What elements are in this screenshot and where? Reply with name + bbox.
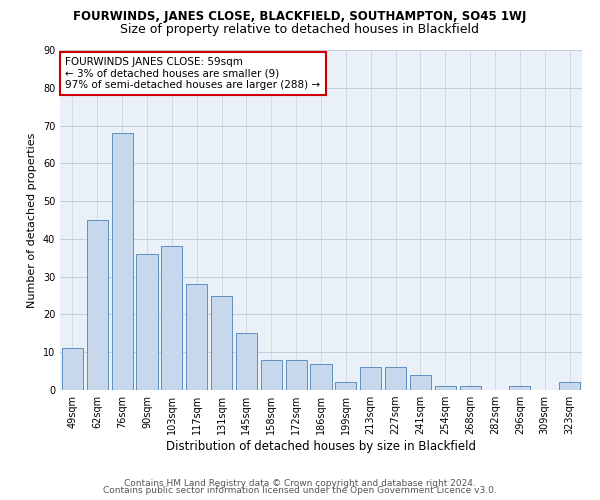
X-axis label: Distribution of detached houses by size in Blackfield: Distribution of detached houses by size … xyxy=(166,440,476,453)
Text: Contains HM Land Registry data © Crown copyright and database right 2024.: Contains HM Land Registry data © Crown c… xyxy=(124,478,476,488)
Bar xyxy=(360,368,381,390)
Bar xyxy=(161,246,182,390)
Bar xyxy=(211,296,232,390)
Bar xyxy=(186,284,207,390)
Y-axis label: Number of detached properties: Number of detached properties xyxy=(27,132,37,308)
Bar xyxy=(87,220,108,390)
Bar xyxy=(385,368,406,390)
Bar xyxy=(509,386,530,390)
Bar xyxy=(435,386,456,390)
Bar xyxy=(136,254,158,390)
Bar xyxy=(310,364,332,390)
Text: FOURWINDS, JANES CLOSE, BLACKFIELD, SOUTHAMPTON, SO45 1WJ: FOURWINDS, JANES CLOSE, BLACKFIELD, SOUT… xyxy=(73,10,527,23)
Text: Size of property relative to detached houses in Blackfield: Size of property relative to detached ho… xyxy=(121,22,479,36)
Bar xyxy=(236,334,257,390)
Text: Contains public sector information licensed under the Open Government Licence v3: Contains public sector information licen… xyxy=(103,486,497,495)
Bar xyxy=(261,360,282,390)
Bar xyxy=(410,375,431,390)
Bar xyxy=(559,382,580,390)
Bar xyxy=(286,360,307,390)
Bar xyxy=(112,133,133,390)
Bar xyxy=(335,382,356,390)
Bar xyxy=(62,348,83,390)
Text: FOURWINDS JANES CLOSE: 59sqm
← 3% of detached houses are smaller (9)
97% of semi: FOURWINDS JANES CLOSE: 59sqm ← 3% of det… xyxy=(65,57,320,90)
Bar xyxy=(460,386,481,390)
